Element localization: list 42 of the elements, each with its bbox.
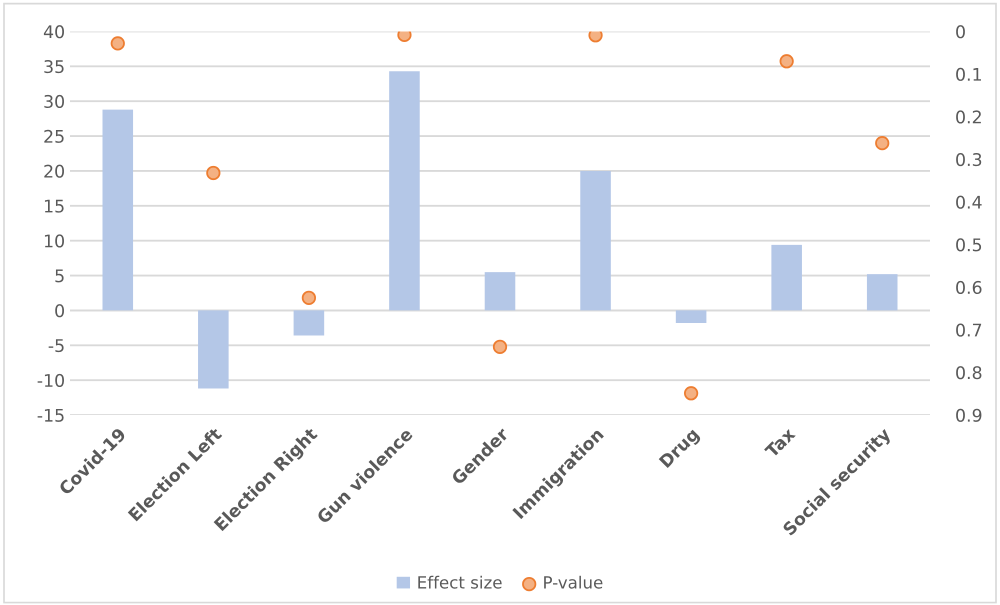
y2-tick-label: 0: [956, 25, 965, 38]
y2-tick-label: 0.3: [956, 153, 982, 166]
y-tick-label: 20: [44, 164, 64, 178]
point: [206, 166, 220, 180]
point: [492, 340, 508, 354]
y-tick-label: 15: [44, 200, 64, 213]
y2-tick-label: 0.2: [956, 110, 981, 124]
bar: [580, 170, 611, 310]
bar: [198, 310, 229, 389]
y2-tick-label: 0.1: [956, 68, 982, 81]
y-tick-label: -15: [38, 408, 64, 422]
y-tick-label: 0: [55, 304, 64, 318]
y-tick-label: -10: [38, 374, 64, 388]
y-tick-label: 10: [44, 234, 64, 248]
bar: [389, 71, 420, 310]
y-tick-label: 35: [44, 60, 64, 74]
legend-label: P-value: [544, 576, 602, 589]
bar: [771, 244, 802, 310]
bar: [676, 310, 706, 323]
y2-tick-label: 0.9: [956, 408, 982, 422]
point: [684, 386, 698, 400]
x-tick-label: Tax: [764, 426, 796, 459]
point: [588, 31, 603, 42]
y-tick-label: 40: [44, 25, 64, 38]
y-tick-label: 5: [55, 269, 64, 282]
y2-tick-label: 0.5: [956, 238, 982, 252]
bar: [484, 272, 516, 310]
y2-tick-label: 0.8: [956, 366, 982, 380]
point: [875, 136, 890, 150]
y2-tick-label: 0.4: [956, 196, 982, 209]
bar: [102, 110, 134, 310]
bar: [866, 274, 898, 310]
legend-label: Effect size: [418, 576, 502, 589]
y-tick-label: -5: [48, 339, 64, 352]
y2-tick-label: 0.6: [956, 280, 982, 294]
bar: [294, 310, 324, 336]
y-tick-label: 30: [44, 94, 64, 108]
y2-tick-label: 0.7: [956, 324, 982, 337]
point: [780, 54, 794, 68]
point: [302, 290, 316, 305]
y-tick-label: 25: [44, 130, 64, 143]
point: [110, 36, 125, 51]
